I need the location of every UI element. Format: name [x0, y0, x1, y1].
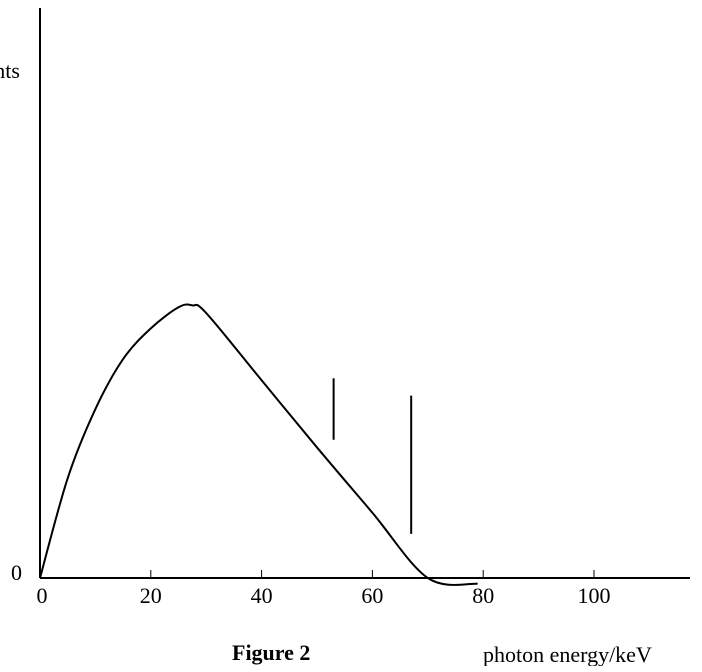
y-tick-label: 0 [11, 560, 22, 585]
spikes [332, 378, 413, 534]
y-axis-label: counts [0, 60, 20, 82]
x-tick-label: 60 [361, 583, 383, 608]
x-tick-label: 20 [140, 583, 162, 608]
x-tick-label: 100 [578, 583, 611, 608]
x-tick-label: 40 [251, 583, 273, 608]
x-axis-label: photon energy/keV [483, 644, 652, 666]
x-tick-label: 0 [37, 583, 48, 608]
x-tick-label: 80 [472, 583, 494, 608]
series-line [39, 303, 478, 586]
x-ticks: 0 20 40 60 80 100 [37, 570, 611, 608]
y-ticks: 0 [11, 560, 22, 585]
figure-caption: Figure 2 [232, 640, 311, 665]
